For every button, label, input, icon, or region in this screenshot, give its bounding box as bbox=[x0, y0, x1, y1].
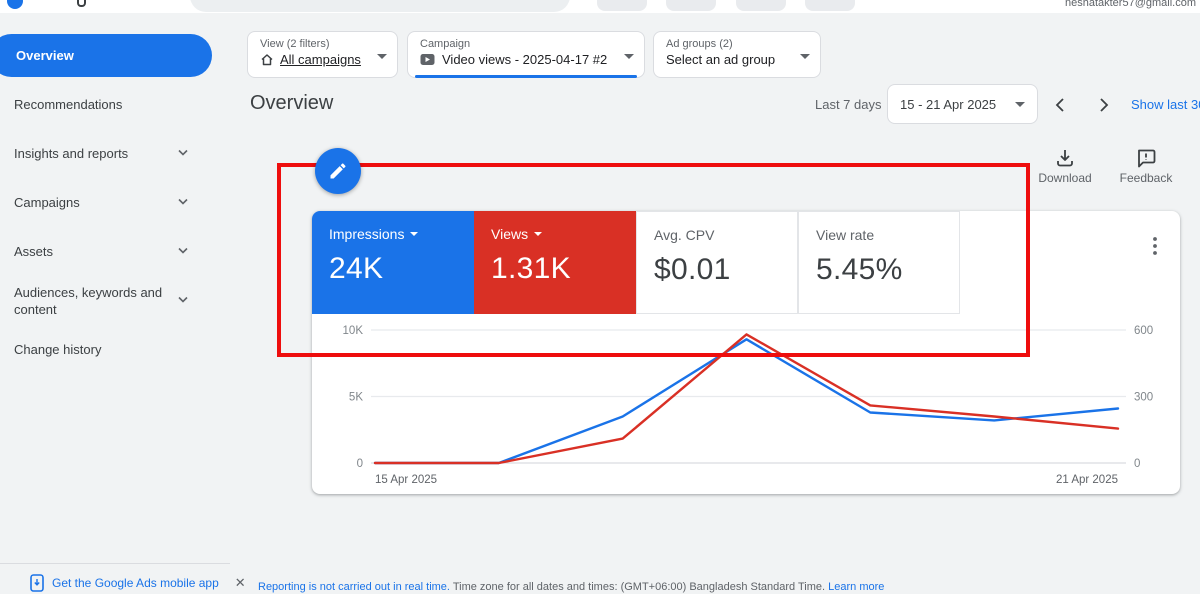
x-axis-label-end: 21 Apr 2025 bbox=[1056, 474, 1118, 486]
video-camera-icon bbox=[420, 54, 435, 65]
lightbulb-icon bbox=[77, 0, 86, 7]
chevron-down-icon bbox=[178, 247, 188, 254]
sidebar-active-label: Overview bbox=[16, 48, 74, 63]
search-input[interactable] bbox=[190, 0, 570, 12]
chevron-down-icon bbox=[178, 198, 188, 205]
kebab-menu-icon bbox=[1153, 237, 1157, 255]
chevron-down-icon bbox=[800, 54, 810, 59]
card-menu-button[interactable] bbox=[1145, 233, 1165, 259]
scorecard-views[interactable]: Views 1.31K bbox=[474, 211, 636, 314]
overview-chart-card: Impressions 24K Views 1.31K Avg. CPV $0.… bbox=[312, 211, 1180, 494]
series-impressions bbox=[373, 338, 1120, 465]
date-range-label: Last 7 days bbox=[815, 97, 882, 112]
topbar-button-1[interactable] bbox=[597, 0, 647, 11]
chevron-down-icon bbox=[534, 232, 543, 236]
chevron-down-icon bbox=[624, 54, 634, 59]
right-axis-tick: 300 bbox=[1134, 392, 1153, 404]
sidebar-item-insights-and-reports[interactable]: Insights and reports bbox=[14, 146, 129, 161]
ad-groups-filter-dropdown[interactable]: Ad groups (2) Select an ad group bbox=[653, 31, 821, 78]
scorecard-view-rate-value: 5.45% bbox=[816, 253, 903, 286]
campaign-filter-value: Video views - 2025-04-17 #2 bbox=[442, 52, 608, 67]
reporting-delay-link[interactable]: Reporting is not carried out in real tim… bbox=[258, 581, 450, 593]
topbar-button-4[interactable] bbox=[805, 0, 855, 11]
mobile-app-promo: Get the Google Ads mobile app ✕ bbox=[30, 574, 246, 592]
chevron-down-icon bbox=[178, 296, 188, 303]
mobile-app-icon bbox=[30, 574, 44, 592]
timezone-text: Time zone for all dates and times: (GMT+… bbox=[449, 581, 829, 593]
left-axis-tick: 0 bbox=[357, 458, 363, 470]
edit-button[interactable] bbox=[315, 148, 361, 194]
topbar-button-2[interactable] bbox=[666, 0, 716, 11]
sidebar-item-assets[interactable]: Assets bbox=[14, 244, 54, 259]
x-axis-label-start: 15 Apr 2025 bbox=[375, 474, 437, 486]
download-button[interactable]: Download bbox=[1033, 148, 1097, 185]
sidebar-item-audiences-keywords-content[interactable]: Audiences, keywords and content bbox=[14, 285, 163, 317]
campaign-active-indicator bbox=[415, 75, 637, 78]
right-axis-tick: 0 bbox=[1134, 458, 1140, 470]
view-filter-dropdown[interactable]: View (2 filters) All campaigns bbox=[247, 31, 398, 78]
page-title: Overview bbox=[250, 92, 334, 114]
date-range-value: 15 - 21 Apr 2025 bbox=[900, 96, 997, 112]
previous-period-button[interactable] bbox=[1052, 96, 1070, 114]
pencil-icon bbox=[330, 163, 346, 179]
view-filter-value: All campaigns bbox=[280, 52, 361, 67]
date-range-picker[interactable]: 15 - 21 Apr 2025 bbox=[887, 84, 1038, 124]
learn-more-link[interactable]: Learn more bbox=[828, 581, 885, 593]
divider bbox=[0, 563, 230, 564]
google-ads-logo-icon bbox=[7, 0, 23, 9]
ad-groups-filter-value: Select an ad group bbox=[666, 52, 776, 67]
sidebar-item-change-history[interactable]: Change history bbox=[14, 342, 102, 357]
scorecard-views-value: 1.31K bbox=[491, 252, 571, 285]
chevron-down-icon bbox=[377, 54, 387, 59]
left-axis-tick: 10K bbox=[343, 325, 364, 337]
account-email: neshatakter57@gmail.com bbox=[1064, 0, 1196, 9]
right-axis-tick: 600 bbox=[1134, 325, 1153, 337]
series-views bbox=[373, 333, 1120, 465]
download-label: Download bbox=[1038, 171, 1092, 185]
home-icon bbox=[261, 54, 273, 66]
view-filter-label: View (2 filters) bbox=[260, 38, 330, 50]
scorecard-impressions[interactable]: Impressions 24K bbox=[312, 211, 474, 314]
chevron-down-icon bbox=[178, 149, 188, 156]
ad-groups-filter-label: Ad groups (2) bbox=[666, 38, 733, 50]
next-period-button[interactable] bbox=[1094, 96, 1112, 114]
close-icon[interactable]: ✕ bbox=[234, 575, 246, 590]
sidebar-item-overview-active[interactable]: Overview bbox=[0, 34, 212, 77]
feedback-button[interactable]: Feedback bbox=[1114, 148, 1178, 185]
feedback-icon bbox=[1138, 149, 1156, 168]
campaign-filter-dropdown[interactable]: Campaign Video views - 2025-04-17 #2 bbox=[407, 31, 645, 78]
download-icon bbox=[1057, 150, 1073, 167]
topbar-button-3[interactable] bbox=[736, 0, 786, 11]
time-series-chart[interactable]: 0 0 5K 300 10K 600 15 Apr 2025 21 Apr 2025 bbox=[312, 313, 1180, 493]
left-axis-tick: 5K bbox=[349, 392, 363, 404]
scorecard-avg-cpv-value: $0.01 bbox=[654, 253, 731, 286]
chevron-down-icon bbox=[410, 232, 419, 236]
scorecard-avg-cpv[interactable]: Avg. CPV $0.01 bbox=[636, 211, 798, 314]
chevron-down-icon bbox=[1015, 101, 1025, 107]
mobile-app-promo-link[interactable]: Get the Google Ads mobile app bbox=[52, 576, 219, 590]
scorecard-impressions-value: 24K bbox=[329, 252, 384, 285]
sidebar-item-campaigns[interactable]: Campaigns bbox=[14, 195, 80, 210]
sidebar-item-recommendations[interactable]: Recommendations bbox=[14, 97, 123, 112]
feedback-label: Feedback bbox=[1119, 171, 1173, 185]
show-last-30-link[interactable]: Show last 30 bbox=[1131, 97, 1200, 112]
campaign-filter-label: Campaign bbox=[420, 38, 471, 50]
scorecard-view-rate[interactable]: View rate 5.45% bbox=[798, 211, 960, 314]
reporting-disclaimer: Reporting is not carried out in real tim… bbox=[258, 581, 884, 593]
top-app-bar: neshatakter57@gmail.com bbox=[0, 0, 1200, 13]
